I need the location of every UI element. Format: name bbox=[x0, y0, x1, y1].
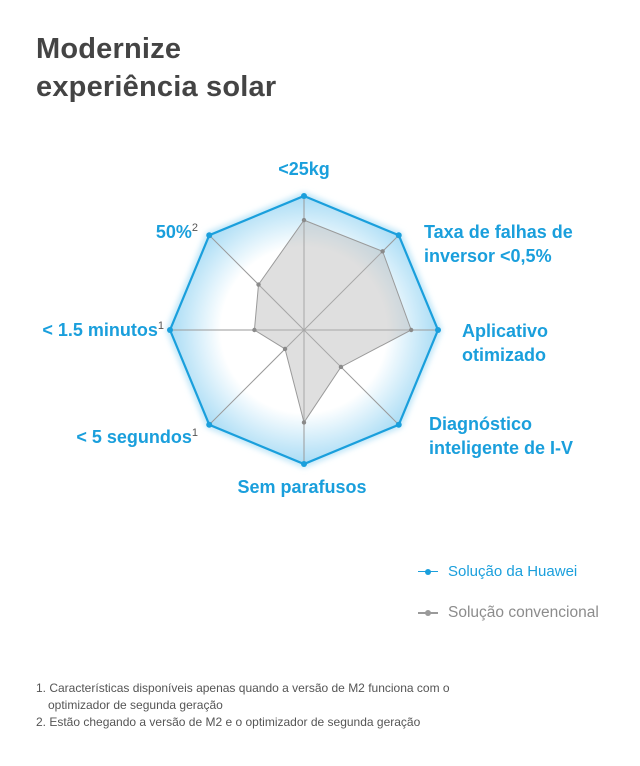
huawei-point-1 bbox=[395, 232, 402, 239]
axis-label-6-line-0: < 1.5 minutos1 bbox=[42, 320, 164, 340]
conventional-point-5 bbox=[282, 346, 288, 352]
footnote-1-line-2: optimizador de segunda geração bbox=[48, 698, 223, 712]
axis-spoke-3 bbox=[303, 329, 400, 426]
footnote-1-line-1: 1. Características disponíveis apenas qu… bbox=[36, 681, 450, 695]
axis-label-3-line-0: Diagnóstico bbox=[429, 414, 533, 434]
axis-label-5: < 5 segundos1 bbox=[76, 425, 198, 449]
title-line-2: experiência solar bbox=[36, 71, 277, 103]
legend-label-conventional: Solução convencional bbox=[448, 604, 599, 621]
axis-label-6: < 1.5 minutos1 bbox=[42, 318, 164, 342]
axis-label-3-line-1: inteligente de I-V bbox=[429, 438, 574, 458]
axis-label-3: Diagnóstico inteligente de I-V bbox=[429, 412, 573, 460]
huawei-point-4 bbox=[301, 461, 307, 467]
axis-spoke-7 bbox=[208, 234, 305, 331]
huawei-point-6 bbox=[167, 327, 173, 333]
huawei-point-3 bbox=[395, 421, 402, 428]
axis-label-2-line-1: otimizado bbox=[462, 345, 546, 365]
conventional-point-1 bbox=[380, 249, 385, 254]
page-title: Modernize experiência solar bbox=[36, 30, 276, 106]
legend-item-conventional: Solução convencional bbox=[418, 604, 599, 622]
legend-marker-conventional bbox=[418, 607, 438, 619]
huawei-point-7 bbox=[206, 232, 213, 239]
axis-label-4: Sem parafusos bbox=[237, 475, 366, 499]
axis-spoke-5 bbox=[208, 329, 305, 426]
legend-item-huawei: Solução da Huawei bbox=[418, 563, 577, 580]
conventional-point-7 bbox=[256, 282, 261, 287]
axis-label-5-line-0: < 5 segundos1 bbox=[76, 427, 198, 447]
axis-label-0-line-0: <25kg bbox=[278, 159, 330, 179]
conventional-point-2 bbox=[409, 327, 414, 333]
conventional-point-3 bbox=[338, 364, 344, 370]
axis-label-6-footnote-mark: 1 bbox=[157, 320, 164, 332]
axis-label-2-line-0: Aplicativo bbox=[462, 321, 549, 341]
axis-label-2: Aplicativo otimizado bbox=[462, 319, 548, 367]
huawei-point-2 bbox=[435, 327, 441, 333]
huawei-point-0 bbox=[301, 193, 307, 199]
huawei-point-5 bbox=[206, 421, 213, 428]
footnote-2: 2. Estão chegando a versão de M2 e o opt… bbox=[36, 715, 421, 729]
title-line-1: Modernize bbox=[36, 33, 182, 65]
axis-label-0: <25kg bbox=[278, 157, 330, 181]
axis-label-5-footnote-mark: 1 bbox=[191, 427, 198, 439]
axis-label-7-footnote-mark: 2 bbox=[191, 222, 198, 234]
axis-label-4-line-0: Sem parafusos bbox=[237, 477, 367, 497]
axis-label-1-line-1: inversor <0,5% bbox=[424, 246, 552, 266]
footnotes: 1. Características disponíveis apenas qu… bbox=[36, 680, 450, 731]
conventional-point-6 bbox=[252, 327, 257, 333]
axis-label-7-line-0: 50%2 bbox=[155, 222, 198, 242]
axis-label-7: 50%2 bbox=[156, 220, 198, 244]
axis-label-1-line-0: Taxa de falhas de bbox=[424, 222, 573, 242]
conventional-point-4 bbox=[301, 420, 307, 425]
legend-label-huawei: Solução da Huawei bbox=[448, 563, 578, 580]
conventional-point-0 bbox=[301, 217, 307, 223]
axis-label-1: Taxa de falhas de inversor <0,5% bbox=[424, 220, 573, 268]
legend-marker-huawei bbox=[418, 566, 438, 578]
